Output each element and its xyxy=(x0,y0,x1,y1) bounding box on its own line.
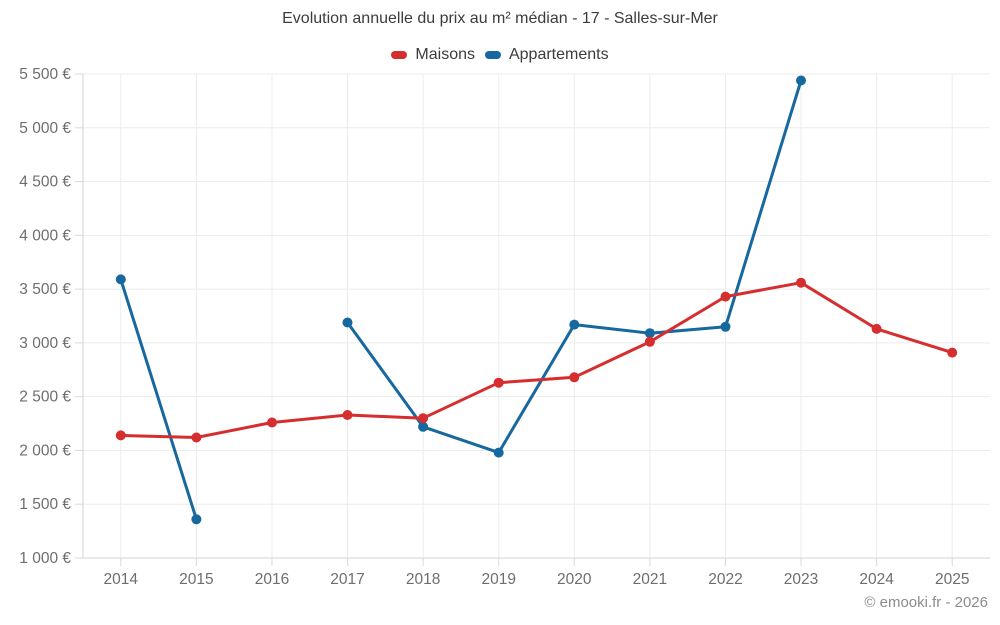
legend-label-maisons: Maisons xyxy=(415,46,475,63)
y-axis-label: 5 500 € xyxy=(19,66,71,83)
x-axis-label: 2016 xyxy=(255,571,289,588)
chart-title: Evolution annuelle du prix au m² médian … xyxy=(282,10,718,27)
series-line-maisons xyxy=(119,281,954,439)
data-point-maisons-2016[interactable] xyxy=(267,417,277,428)
data-point-maisons-2021[interactable] xyxy=(644,336,655,347)
data-point-maisons-2025[interactable] xyxy=(947,347,958,358)
x-axis-label: 2014 xyxy=(104,571,139,588)
y-axis-label: 5 000 € xyxy=(19,120,71,137)
data-point-maisons-2014[interactable] xyxy=(115,430,126,441)
y-axis-label: 4 000 € xyxy=(19,227,71,244)
data-point-appartements-2018[interactable] xyxy=(418,421,429,432)
data-point-maisons-2017[interactable] xyxy=(342,410,353,420)
data-point-appartements-2022[interactable] xyxy=(720,321,731,332)
data-point-appartements-2020[interactable] xyxy=(569,319,580,330)
data-point-maisons-2019[interactable] xyxy=(493,377,504,388)
legend-label-appartements: Appartements xyxy=(508,46,609,63)
y-axis-label: 2 000 € xyxy=(19,442,71,459)
data-point-appartements-2021[interactable] xyxy=(644,328,655,339)
x-axis-label: 2022 xyxy=(708,571,742,588)
data-point-maisons-2018[interactable] xyxy=(418,413,429,424)
x-axis-label: 2021 xyxy=(633,571,667,588)
data-point-appartements-2019[interactable] xyxy=(493,447,504,458)
x-axis-label: 2025 xyxy=(935,571,969,588)
y-axis-label: 3 000 € xyxy=(19,335,71,352)
copyright-text: © emooki.fr - 2026 xyxy=(864,594,988,611)
data-point-maisons-2022[interactable] xyxy=(720,291,731,302)
y-axis-label: 4 500 € xyxy=(19,174,71,191)
data-point-appartements-2014[interactable] xyxy=(115,274,126,285)
appartements-series-swatch-icon xyxy=(484,51,501,59)
y-axis-label: 1 000 € xyxy=(19,550,71,567)
data-point-maisons-2020[interactable] xyxy=(569,372,580,383)
data-point-maisons-2015[interactable] xyxy=(191,432,202,443)
data-point-appartements-2017[interactable] xyxy=(342,317,353,328)
data-point-maisons-2023[interactable] xyxy=(796,277,806,288)
x-axis-label: 2024 xyxy=(859,571,894,588)
x-axis-label: 2018 xyxy=(406,571,440,588)
data-point-appartements-2015[interactable] xyxy=(191,514,202,525)
y-axis-label: 2 500 € xyxy=(19,389,71,406)
x-axis-label: 2015 xyxy=(179,571,213,588)
x-axis-label: 2023 xyxy=(784,571,818,588)
legend-item-appartements[interactable]: Appartements xyxy=(484,46,609,64)
x-axis-label: 2017 xyxy=(330,571,364,588)
x-axis-label: 2020 xyxy=(557,571,592,588)
maisons-series-swatch-icon xyxy=(391,51,408,59)
data-point-appartements-2023[interactable] xyxy=(796,75,806,86)
chart-legend: Maisons Appartements xyxy=(0,46,1000,64)
x-axis-label: 2019 xyxy=(481,571,515,588)
y-axis-label: 1 500 € xyxy=(19,496,71,513)
y-axis-label: 3 500 € xyxy=(19,281,71,298)
legend-item-maisons[interactable]: Maisons xyxy=(391,46,475,64)
data-point-maisons-2024[interactable] xyxy=(871,323,882,334)
series-line-appartements xyxy=(119,79,803,521)
